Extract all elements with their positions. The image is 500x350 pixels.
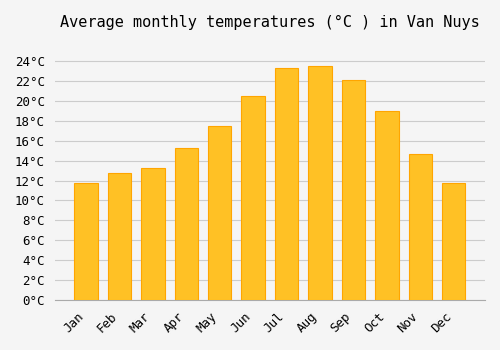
Bar — [308, 66, 332, 300]
Bar — [208, 126, 232, 300]
Bar — [74, 182, 98, 300]
Bar — [442, 182, 466, 300]
Bar — [174, 148, 198, 300]
Bar — [275, 68, 298, 300]
Bar — [141, 168, 165, 300]
Title: Average monthly temperatures (°C ) in Van Nuys: Average monthly temperatures (°C ) in Va… — [60, 15, 480, 30]
Bar — [408, 154, 432, 300]
Bar — [342, 80, 365, 300]
Bar — [108, 173, 131, 300]
Bar — [375, 111, 398, 300]
Bar — [242, 96, 265, 300]
